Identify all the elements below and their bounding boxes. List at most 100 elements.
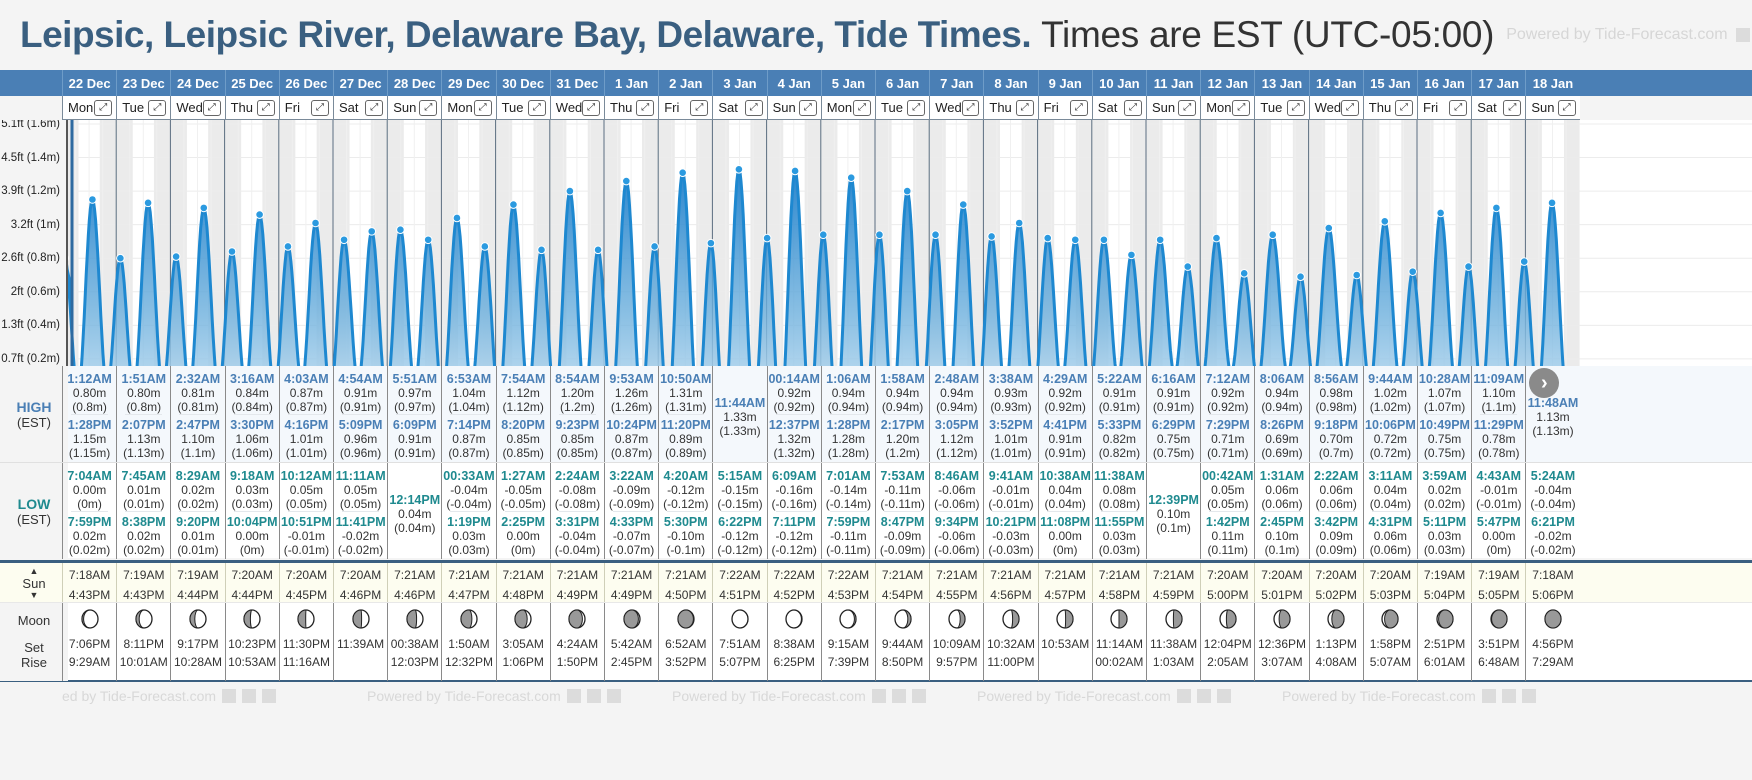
expand-icon[interactable]: ⤢ (473, 99, 492, 116)
footer-powered-by[interactable]: Powered by Tide-Forecast.com (672, 688, 926, 704)
expand-icon[interactable]: ⤢ (1232, 99, 1251, 116)
tide-height: 0.69m (1265, 432, 1299, 446)
tide-time: 2:22AM (1313, 469, 1359, 483)
tide-height-alt: (0.94m) (827, 400, 870, 414)
day-expand-cell[interactable]: Fri ⤢ (658, 96, 713, 120)
expand-icon[interactable]: ⤢ (202, 99, 221, 116)
day-expand-cell[interactable]: Sun ⤢ (1146, 96, 1201, 120)
footer-powered-by[interactable]: Powered by Tide-Forecast.com (1282, 688, 1536, 704)
expand-icon[interactable]: ⤢ (527, 99, 546, 116)
expand-icon[interactable]: ⤢ (1503, 99, 1522, 116)
tide-height-alt: (0.91m) (394, 446, 436, 460)
expand-icon[interactable]: ⤢ (961, 99, 980, 116)
tide-separator (504, 511, 542, 512)
moon-cell: 9:15AM 7:39PM (820, 603, 875, 681)
tide-height: -0.15m (721, 483, 759, 497)
high-tide-marker (958, 200, 968, 209)
expand-icon[interactable]: ⤢ (1557, 99, 1576, 116)
date-header: 4 Jan (766, 70, 821, 96)
expand-icon[interactable]: ⤢ (1178, 99, 1197, 116)
powered-by[interactable]: Powered by Tide-Forecast.com (1506, 26, 1752, 44)
sunset-time: 4:52PM (773, 588, 815, 602)
day-expand-cell[interactable]: Sat ⤢ (333, 96, 388, 120)
tide-height-alt: (0.93m) (990, 400, 1032, 414)
high-tide-marker (88, 195, 97, 204)
tide-time: 4:43AM (1476, 469, 1522, 483)
expand-icon[interactable]: ⤢ (798, 99, 817, 116)
tide-height: 0.94m (1265, 386, 1299, 400)
day-expand-cell[interactable]: Sat ⤢ (1471, 96, 1526, 120)
expand-icon[interactable]: ⤢ (148, 99, 167, 116)
expand-icon[interactable]: ⤢ (636, 99, 655, 116)
expand-icon[interactable]: ⤢ (1394, 99, 1413, 116)
day-expand-cell[interactable]: Sun ⤢ (1525, 96, 1580, 120)
expand-icon[interactable]: ⤢ (419, 99, 438, 116)
day-expand-cell[interactable]: Thu ⤢ (1362, 96, 1417, 120)
day-expand-cell[interactable]: Tue ⤢ (116, 96, 171, 120)
next-page-button[interactable]: › (1529, 368, 1560, 398)
day-expand-cell[interactable]: Thu ⤢ (604, 96, 659, 120)
sunrise-time: 7:21AM (610, 568, 653, 582)
day-expand-cell[interactable]: Fri ⤢ (1417, 96, 1472, 120)
footer-powered-by[interactable]: ed by Tide-Forecast.com (62, 688, 277, 704)
expand-icon[interactable]: ⤢ (1015, 99, 1034, 116)
expand-icon[interactable]: ⤢ (1449, 99, 1468, 116)
high-tide-entry: 12:37PM 1.32m (1.32m) (768, 418, 821, 460)
low-tide-entry: 7:53AM -0.11m (-0.11m) (876, 469, 929, 511)
expand-icon[interactable]: ⤢ (744, 99, 763, 116)
moon-phase-icon (785, 609, 803, 629)
day-expand-cell[interactable]: Mon ⤢ (820, 96, 875, 120)
sunrise-time: 7:20AM (231, 568, 273, 582)
day-expand-cell[interactable]: Wed ⤢ (170, 96, 225, 120)
day-expand-cell[interactable]: Sun ⤢ (387, 96, 442, 120)
footer-powered-by[interactable]: Powered by Tide-Forecast.com (367, 688, 621, 704)
day-expand-cell[interactable]: Mon ⤢ (62, 96, 117, 120)
day-expand-cell[interactable]: Sat ⤢ (712, 96, 767, 120)
expand-icon[interactable]: ⤢ (365, 99, 384, 116)
moonset-time: 7:06PM (68, 637, 111, 651)
expand-icon[interactable]: ⤢ (690, 99, 709, 116)
day-expand-cell[interactable]: Thu ⤢ (983, 96, 1038, 120)
expand-icon[interactable]: ⤢ (907, 99, 926, 116)
low-tide-cell: 8:46AM -0.06m (-0.06m) 9:34PM -0.06m (-0.06m) (929, 463, 983, 559)
day-expand-cell[interactable]: Fri ⤢ (278, 96, 333, 120)
day-expand-cell[interactable]: Mon ⤢ (1200, 96, 1255, 120)
day-expand-cell[interactable]: Thu ⤢ (224, 96, 279, 120)
tide-time: 00:33AM (443, 469, 495, 483)
tide-time: 11:29PM (1473, 418, 1524, 432)
sunrise-time: 7:20AM (1315, 568, 1357, 582)
day-expand-cell[interactable]: Wed ⤢ (549, 96, 604, 120)
sun-times-cell: 7:21AM 4:49PM (604, 563, 658, 603)
expand-icon[interactable]: ⤢ (1341, 99, 1359, 116)
tide-height-alt: (0.09m) (1315, 543, 1357, 557)
day-expand-cell[interactable]: Sat ⤢ (1091, 96, 1146, 120)
expand-icon[interactable]: ⤢ (310, 99, 329, 116)
footer-powered-by[interactable]: Powered by Tide-Forecast.com (977, 688, 1231, 704)
day-expand-cell[interactable]: Tue ⤢ (1254, 96, 1309, 120)
tide-time: 9:18PM (1314, 418, 1359, 432)
expand-icon[interactable]: ⤢ (256, 99, 275, 116)
day-expand-cell[interactable]: Fri ⤢ (1037, 96, 1092, 120)
low-tide-entry: 10:51PM -0.01m (-0.01m) (280, 515, 333, 557)
expand-icon[interactable]: ⤢ (852, 99, 871, 116)
date-header: 12 Jan (1200, 70, 1254, 96)
day-expand-cell[interactable]: Wed ⤢ (929, 96, 984, 120)
tide-height: 0.02m (72, 529, 107, 543)
tide-time: 8:38PM (121, 515, 166, 529)
day-expand-cell[interactable]: Mon ⤢ (441, 96, 496, 120)
moon-cell: 00:38AM 12:03PM (387, 603, 441, 681)
day-expand-cell[interactable]: Tue ⤢ (875, 96, 930, 120)
expand-icon[interactable]: ⤢ (1069, 99, 1088, 116)
day-expand-cell[interactable]: Sun ⤢ (766, 96, 821, 120)
tide-time: 7:53AM (880, 469, 925, 483)
expand-icon[interactable]: ⤢ (94, 99, 113, 116)
expand-icon[interactable]: ⤢ (1286, 99, 1305, 116)
day-expand-cell[interactable]: Tue ⤢ (495, 96, 550, 120)
expand-icon[interactable]: ⤢ (1123, 99, 1142, 116)
expand-icon[interactable]: ⤢ (582, 99, 600, 116)
tide-time: 3:30PM (230, 418, 275, 432)
high-tide-entry: 9:53AM 1.26m (1.26m) (605, 372, 658, 414)
tide-height: 1.06m (235, 432, 269, 446)
tide-separator (125, 414, 163, 415)
day-expand-cell[interactable]: Wed ⤢ (1308, 96, 1363, 120)
